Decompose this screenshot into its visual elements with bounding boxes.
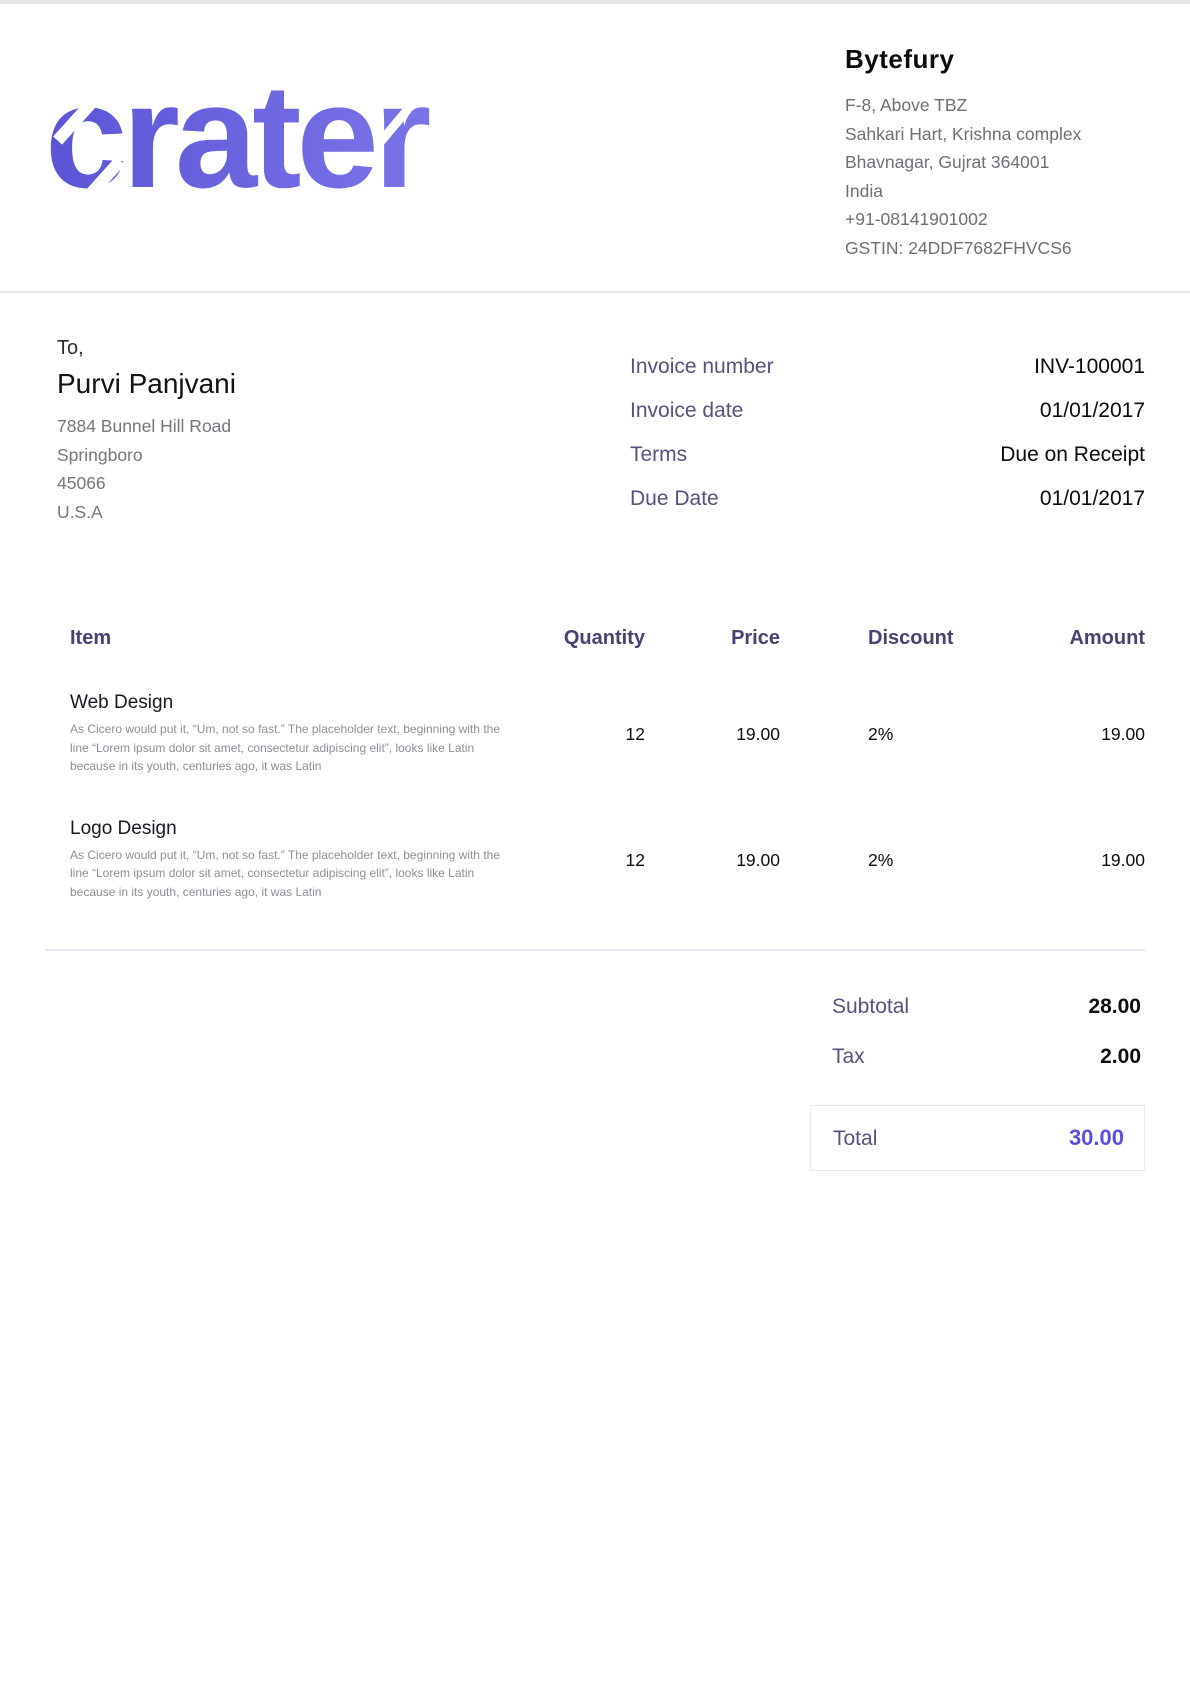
meta-row-invoice-date: Invoice date 01/01/2017 (630, 399, 1145, 423)
item-description: As Cicero would put it, “Um, not so fast… (70, 847, 500, 899)
crater-logo-svg: crater (45, 54, 435, 219)
terms-value: Due on Receipt (1000, 443, 1145, 466)
meta-row-terms: Terms Due on Receipt (630, 443, 1145, 467)
logo-cut-top (53, 93, 101, 145)
logo-cut-bottom (81, 156, 125, 204)
total-label: Total (833, 1127, 878, 1150)
crater-logo-text: crater (45, 74, 430, 199)
item-quantity: 12 (625, 849, 645, 870)
customer-address-line: Springboro (57, 444, 143, 465)
meta-row-invoice-number: Invoice number INV-100001 (630, 355, 1145, 379)
item-cell: Web Design As Cicero would put it, “Um, … (45, 692, 515, 776)
terms-label: Terms (630, 443, 688, 466)
customer-address-line: U.S.A (57, 501, 103, 522)
company-info: Bytefury F-8, Above TBZ Sahkari Hart, Kr… (845, 40, 1145, 262)
item-name: Logo Design (70, 817, 177, 839)
tax-row: Tax 2.00 (810, 1045, 1145, 1069)
customer-name: Purvi Panjvani (57, 368, 236, 399)
meta-row-due-date: Due Date 01/01/2017 (630, 487, 1145, 511)
bill-to-block: To, Purvi Panjvani 7884 Bunnel Hill Road… (57, 337, 477, 531)
header-amount: Amount (1069, 627, 1145, 649)
tax-value: 2.00 (1100, 1045, 1141, 1068)
item-discount: 2% (868, 724, 894, 744)
tax-label: Tax (832, 1045, 865, 1068)
company-name: Bytefury (845, 44, 955, 74)
subtotal-value: 28.00 (1088, 995, 1141, 1018)
item-discount: 2% (868, 849, 894, 870)
item-price: 19.00 (736, 849, 780, 870)
total-box: Total 30.00 (810, 1105, 1145, 1171)
item-name: Web Design (70, 692, 174, 713)
item-amount: 19.00 (1101, 849, 1145, 870)
item-quantity: 12 (625, 724, 645, 744)
company-address-line: F-8, Above TBZ (845, 95, 968, 115)
item-amount: 19.00 (1101, 724, 1145, 744)
header-price: Price (731, 627, 780, 649)
invoice-meta: Invoice number INV-100001 Invoice date 0… (630, 337, 1145, 531)
customer-address-line: 45066 (57, 473, 106, 493)
billing-section: To, Purvi Panjvani 7884 Bunnel Hill Road… (0, 293, 1190, 531)
invoice-date-label: Invoice date (630, 399, 744, 422)
item-description: As Cicero would put it, “Um, not so fast… (70, 722, 500, 773)
invoice-date-value: 01/01/2017 (1039, 399, 1145, 422)
header-item: Item (70, 627, 112, 649)
bill-to-label: To, (57, 337, 84, 359)
item-row: Web Design As Cicero would put it, “Um, … (45, 692, 1145, 776)
company-gstin: GSTIN: 24DDF7682FHVCS6 (845, 237, 1072, 258)
item-price: 19.00 (736, 724, 780, 744)
company-phone: +91-08141901002 (845, 209, 988, 229)
due-date-value: 01/01/2017 (1039, 487, 1145, 510)
company-address-line: India (845, 180, 883, 201)
due-date-label: Due Date (630, 487, 719, 510)
customer-address-line: 7884 Bunnel Hill Road (57, 416, 232, 436)
invoice-number-label: Invoice number (630, 355, 774, 378)
totals-section: Subtotal 28.00 Tax 2.00 Total 30.00 (810, 995, 1145, 1171)
invoice-header: crater Bytefury F-8, Above TBZ Sahkari H… (0, 4, 1190, 293)
item-row: Logo Design As Cicero would put it, “Um,… (45, 818, 1145, 902)
items-table-header: Item Quantity Price Discount Amount (45, 627, 1145, 650)
subtotal-label: Subtotal (832, 995, 910, 1018)
header-discount: Discount (868, 627, 954, 649)
invoice-number-value: INV-100001 (1034, 355, 1145, 378)
subtotal-row: Subtotal 28.00 (810, 995, 1145, 1019)
logo-cut-r (377, 106, 412, 145)
items-divider (45, 949, 1145, 951)
item-cell: Logo Design As Cicero would put it, “Um,… (45, 818, 515, 902)
company-address-line: Sahkari Hart, Krishna complex (845, 123, 1082, 144)
header-quantity: Quantity (563, 627, 645, 649)
top-edge-strip (0, 0, 1190, 4)
company-address-line: Bhavnagar, Gujrat 364001 (845, 152, 1050, 172)
total-value: 30.00 (1068, 1125, 1124, 1150)
crater-logo: crater (45, 54, 495, 219)
items-table: Item Quantity Price Discount Amount Web … (45, 627, 1145, 951)
